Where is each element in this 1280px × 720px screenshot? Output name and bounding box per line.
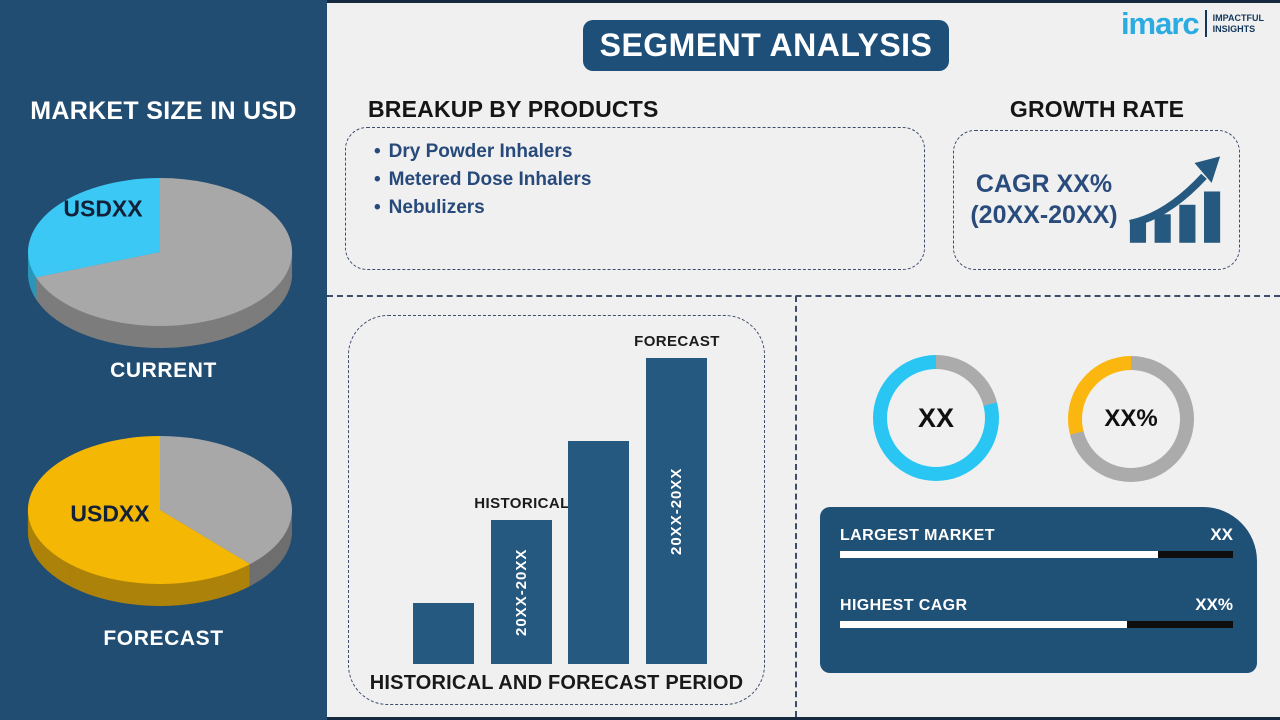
forecast-pie-value-label: USDXX [70,500,150,527]
horizontal-dashed-divider [327,295,1280,297]
forecast-pie-chart [27,436,292,606]
largest-market-donut: XX [873,355,999,481]
imarc-tagline-line1: IMPACTFUL [1212,12,1264,23]
market-size-title: MARKET SIZE IN USD [30,97,297,125]
imarc-logo-word: imarc [1120,6,1200,41]
period-bar-4: 20XX-20XX [646,358,707,664]
largest-market-donut-label: XX [887,369,985,467]
largest-market-label: LARGEST MARKET [840,527,995,544]
bullet-icon: • [374,197,381,218]
highest-cagr-label: HIGHEST CAGR [840,597,968,614]
imarc-tagline-line2: INSIGHTS [1212,23,1256,34]
largest-market-row: LARGEST MARKET XX [840,525,1233,558]
cagr-line2: (20XX-20XX) [970,201,1118,229]
highest-cagr-donut-label: XX% [1082,370,1180,468]
products-section-heading: BREAKUP BY PRODUCTS [368,96,659,122]
product-list-item: • Metered Dose Inhalers [374,166,924,194]
product-list: • Dry Powder Inhalers • Metered Dose Inhale… [346,138,924,222]
period-bar-top-label: HISTORICAL [474,495,570,512]
period-bar-top-label: FORECAST [634,333,720,350]
period-bar-range-label: 20XX-20XX [668,467,685,555]
bullet-icon: • [374,141,381,162]
page-title: SEGMENT ANALYSIS [583,20,949,71]
growth-section-heading: GROWTH RATE [1009,96,1185,122]
highest-cagr-value: XX% [1195,595,1233,614]
pie-slice-highlighted-segment [27,436,251,584]
product-name: Metered Dose Inhalers [388,169,592,190]
cagr-text: CAGR XX% (20XX-20XX) [970,169,1117,232]
current-pie-chart [28,178,293,348]
pie-slice-remaining-market [160,436,292,565]
period-bar-range-label: 20XX-20XX [513,548,530,636]
highest-cagr-meter [840,621,1233,628]
pie-slice-highlighted-segment [28,178,160,278]
bottom-edge-strip [0,717,1280,720]
imarc-logo: imarc IMPACTFUL INSIGHTS [1121,8,1264,39]
current-pie-value-label: USDXX [63,195,143,222]
bullet-icon: • [374,169,381,190]
top-edge-strip [0,0,1280,3]
period-bar-3 [568,441,629,664]
current-pie-caption: CURRENT [110,359,217,382]
highest-cagr-meter-fill [840,621,1127,628]
market-summary-panel: LARGEST MARKET XX HIGHEST CAGR XX% [820,507,1257,673]
imarc-logo-tagline: IMPACTFUL INSIGHTS [1213,13,1264,35]
imarc-logo-divider [1204,10,1207,37]
cagr-line1: CAGR XX% [975,169,1113,198]
highest-cagr-donut: XX% [1068,356,1194,482]
product-name: Dry Powder Inhalers [388,141,573,162]
largest-market-meter [840,551,1233,558]
products-box: • Dry Powder Inhalers • Metered Dose Inhale… [345,127,925,270]
forecast-pie-caption: FORECAST [103,627,224,650]
period-chart-caption: HISTORICAL AND FORECAST PERIOD [369,672,744,694]
largest-market-meter-fill [840,551,1159,558]
highest-cagr-row: HIGHEST CAGR XX% [840,595,1233,628]
pie-slice-remaining-market [36,178,293,326]
product-list-item: • Dry Powder Inhalers [374,138,924,166]
period-bar-chart: HISTORICAL AND FORECAST PERIOD 20XX-20XX… [348,315,765,705]
growth-bars-arrow-icon [1128,155,1220,243]
product-name: Nebulizers [388,197,485,218]
vertical-dashed-divider [795,296,797,717]
growth-rate-box: CAGR XX% (20XX-20XX) [953,130,1240,270]
largest-market-value: XX [1210,525,1233,544]
period-bar-2: 20XX-20XX [491,520,552,664]
product-list-item: • Nebulizers [374,194,924,222]
market-size-sidebar: MARKET SIZE IN USD USDXX CURRENT USDXX F… [0,0,327,720]
period-bar-1 [413,603,474,664]
